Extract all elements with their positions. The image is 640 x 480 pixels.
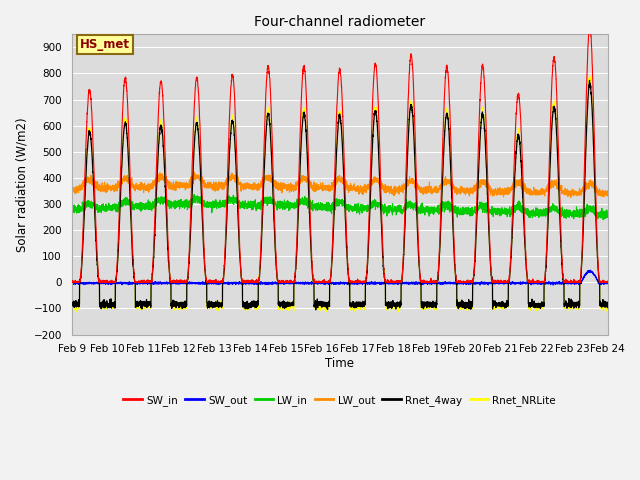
SW_out xyxy=(164,280,172,286)
Line: Rnet_NRLite: Rnet_NRLite xyxy=(72,76,607,312)
Rnet_NRLite xyxy=(460,303,467,309)
SW_in xyxy=(604,278,611,284)
Text: HS_met: HS_met xyxy=(80,38,130,51)
Rnet_NRLite xyxy=(586,73,594,79)
SW_out xyxy=(549,282,557,288)
SW_in xyxy=(586,23,594,29)
LW_in xyxy=(604,214,611,219)
SW_out xyxy=(586,267,594,273)
LW_out xyxy=(490,188,498,194)
LW_in xyxy=(604,214,611,220)
LW_in xyxy=(164,197,172,203)
Y-axis label: Solar radiation (W/m2): Solar radiation (W/m2) xyxy=(15,117,28,252)
Rnet_NRLite xyxy=(490,304,498,310)
SW_out xyxy=(430,281,438,287)
Rnet_4way xyxy=(430,302,438,308)
LW_out xyxy=(164,179,172,185)
Rnet_4way xyxy=(460,304,467,310)
SW_in xyxy=(490,279,498,285)
Rnet_NRLite xyxy=(68,304,76,310)
SW_in xyxy=(604,279,611,285)
LW_in xyxy=(460,211,467,217)
Title: Four-channel radiometer: Four-channel radiometer xyxy=(254,15,425,29)
LW_out xyxy=(68,185,76,191)
Rnet_NRLite xyxy=(319,300,327,305)
SW_in xyxy=(430,279,438,285)
SW_out xyxy=(604,281,611,287)
SW_out xyxy=(604,280,611,286)
Rnet_4way xyxy=(604,300,611,306)
Rnet_4way xyxy=(490,300,498,306)
LW_out xyxy=(604,191,611,197)
Rnet_NRLite xyxy=(164,247,172,252)
LW_in xyxy=(599,217,607,223)
LW_in xyxy=(490,205,498,211)
SW_in xyxy=(68,279,76,285)
Line: Rnet_4way: Rnet_4way xyxy=(72,80,607,310)
Line: SW_in: SW_in xyxy=(72,26,607,282)
Legend: SW_in, SW_out, LW_in, LW_out, Rnet_4way, Rnet_NRLite: SW_in, SW_out, LW_in, LW_out, Rnet_4way,… xyxy=(119,391,560,410)
SW_in xyxy=(320,278,328,284)
LW_out xyxy=(604,192,611,198)
Rnet_NRLite xyxy=(395,309,403,315)
SW_out xyxy=(68,280,76,286)
SW_out xyxy=(460,279,467,285)
LW_in xyxy=(190,192,198,197)
Rnet_NRLite xyxy=(430,300,438,306)
SW_out xyxy=(319,281,327,287)
Rnet_4way xyxy=(586,77,593,83)
X-axis label: Time: Time xyxy=(325,357,354,370)
SW_out xyxy=(490,280,498,286)
Rnet_4way xyxy=(320,302,328,308)
LW_in xyxy=(68,204,76,209)
LW_in xyxy=(320,202,328,208)
LW_out xyxy=(567,194,575,200)
Rnet_NRLite xyxy=(604,303,611,309)
Rnet_4way xyxy=(604,305,611,311)
SW_in xyxy=(68,279,76,285)
Line: SW_out: SW_out xyxy=(72,270,607,285)
Rnet_NRLite xyxy=(604,306,611,312)
Rnet_4way xyxy=(164,245,172,251)
SW_in xyxy=(164,240,172,246)
LW_out xyxy=(320,182,328,188)
LW_out xyxy=(430,189,438,194)
Rnet_4way xyxy=(312,307,319,313)
Line: LW_out: LW_out xyxy=(72,172,607,197)
LW_in xyxy=(430,207,438,213)
LW_out xyxy=(460,190,467,195)
Rnet_4way xyxy=(68,300,76,306)
LW_out xyxy=(190,169,198,175)
Line: LW_in: LW_in xyxy=(72,194,607,220)
SW_in xyxy=(460,279,467,285)
